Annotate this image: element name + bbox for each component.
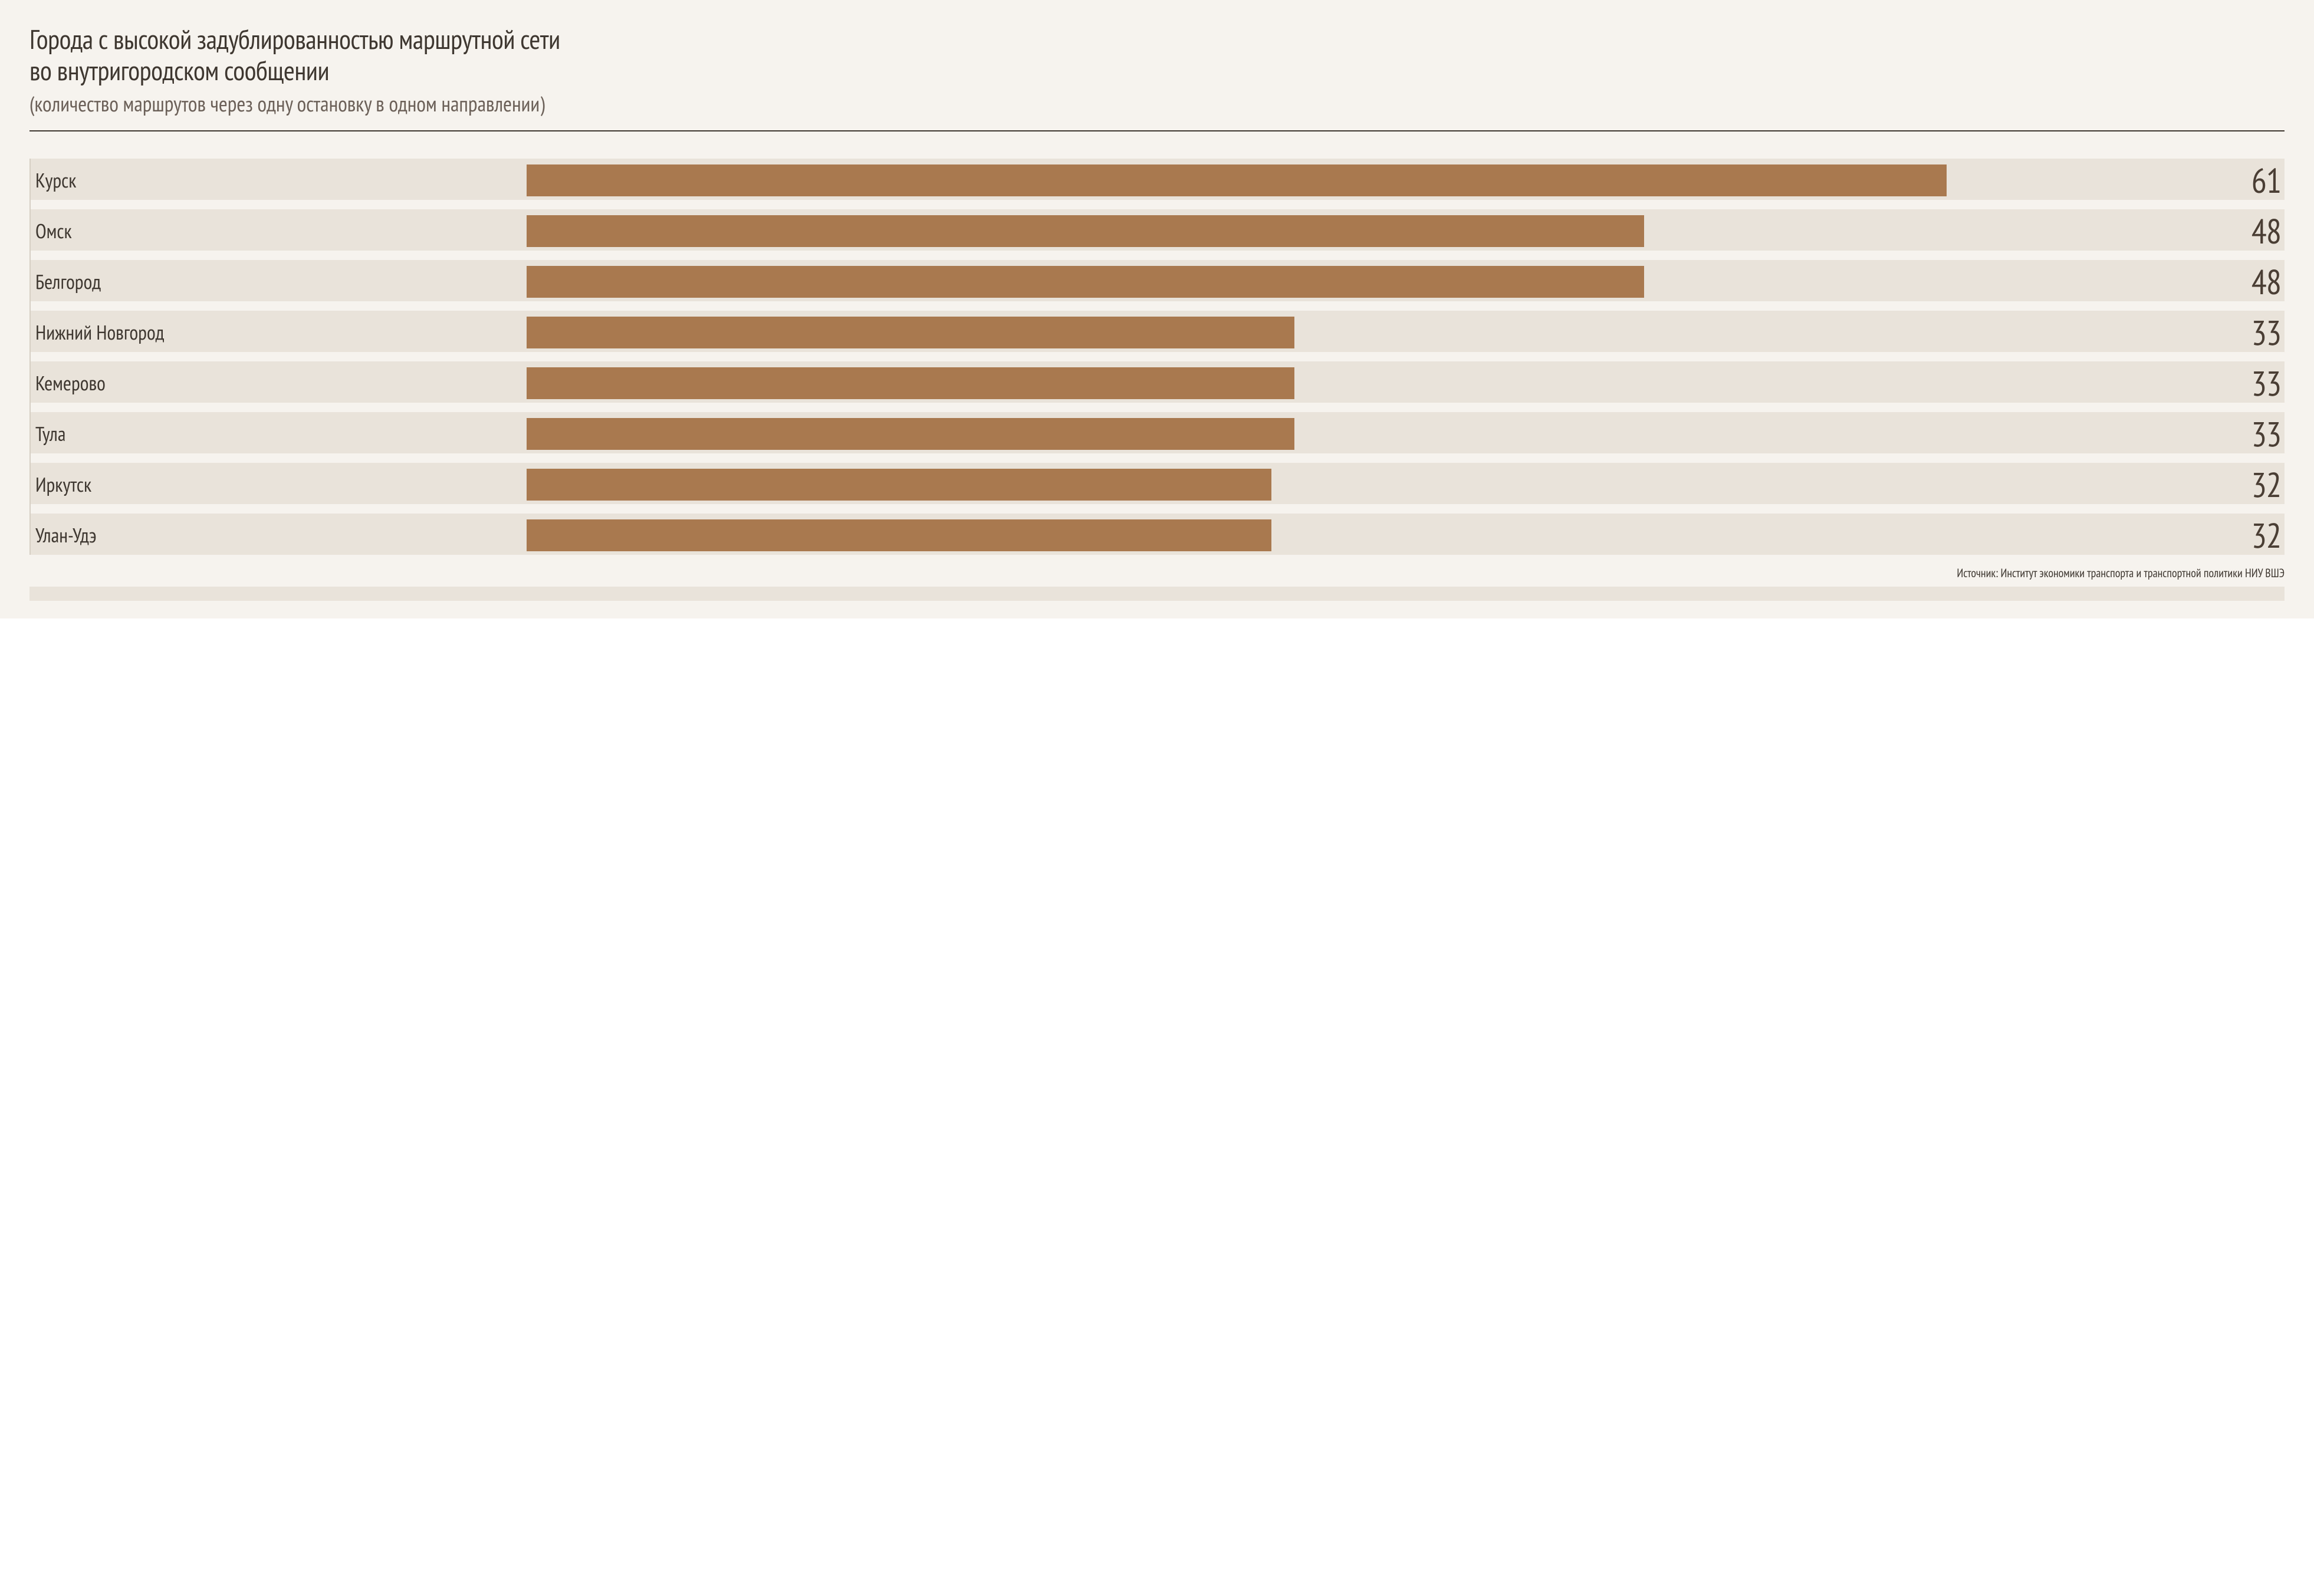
bar-row: Нижний Новгород 33 bbox=[31, 311, 2285, 352]
bar-cell bbox=[527, 361, 1947, 406]
bar-row: Омск 48 bbox=[31, 209, 2285, 251]
bar bbox=[527, 469, 1271, 501]
bar-row: Курск 61 bbox=[31, 159, 2285, 200]
bar bbox=[527, 317, 1295, 348]
bar-label: Омск bbox=[31, 218, 527, 244]
bar-cell bbox=[527, 463, 1947, 507]
chart-title: Города с высокой задублированностью марш… bbox=[29, 24, 2285, 86]
bar-cell bbox=[527, 514, 1947, 558]
bar-label: Нижний Новгород bbox=[31, 320, 527, 345]
bar bbox=[527, 164, 1947, 196]
bar-value: 61 bbox=[1947, 159, 2285, 203]
bar-cell bbox=[527, 209, 1947, 254]
bar-label: Иркутск bbox=[31, 472, 527, 498]
source-text: Источник: Институт экономики транспорта … bbox=[29, 565, 2285, 581]
title-line-1: Города с высокой задублированностью марш… bbox=[29, 21, 560, 57]
bar-label: Кемерово bbox=[31, 370, 527, 396]
chart-container: Города с высокой задублированностью марш… bbox=[0, 0, 2314, 618]
bar-row: Кемерово 33 bbox=[31, 361, 2285, 403]
title-line-2: во внутригородском сообщении bbox=[29, 52, 329, 88]
bar-label: Курск bbox=[31, 167, 527, 193]
bar-label: Тула bbox=[31, 421, 527, 447]
bar-cell bbox=[527, 412, 1947, 456]
bar-label: Белгород bbox=[31, 269, 527, 295]
bar-label: Улан-Удэ bbox=[31, 522, 527, 548]
bar-value: 32 bbox=[1947, 514, 2285, 558]
bar bbox=[527, 367, 1295, 399]
bar bbox=[527, 215, 1644, 247]
footer-band bbox=[29, 587, 2285, 601]
bar bbox=[527, 418, 1295, 450]
bar-cell bbox=[527, 260, 1947, 304]
bar-row: Белгород 48 bbox=[31, 260, 2285, 301]
bar-cell bbox=[527, 159, 1947, 203]
title-divider bbox=[29, 130, 2285, 131]
chart-subtitle: (количество маршрутов через одну останов… bbox=[29, 90, 2285, 117]
bar-value: 48 bbox=[1947, 209, 2285, 254]
bar bbox=[527, 519, 1271, 551]
bar-row: Иркутск 32 bbox=[31, 463, 2285, 504]
bar-row: Улан-Удэ 32 bbox=[31, 514, 2285, 555]
bar-row: Тула 33 bbox=[31, 412, 2285, 453]
bar-value: 33 bbox=[1947, 361, 2285, 406]
bar-value: 32 bbox=[1947, 463, 2285, 507]
bar-cell bbox=[527, 311, 1947, 355]
bar bbox=[527, 266, 1644, 298]
bar-value: 33 bbox=[1947, 311, 2285, 355]
bar-value: 48 bbox=[1947, 260, 2285, 304]
bar-value: 33 bbox=[1947, 412, 2285, 456]
bar-rows: Курск 61 Омск 48 Белгород 48 Нижний Новгород 33… bbox=[29, 159, 2285, 555]
